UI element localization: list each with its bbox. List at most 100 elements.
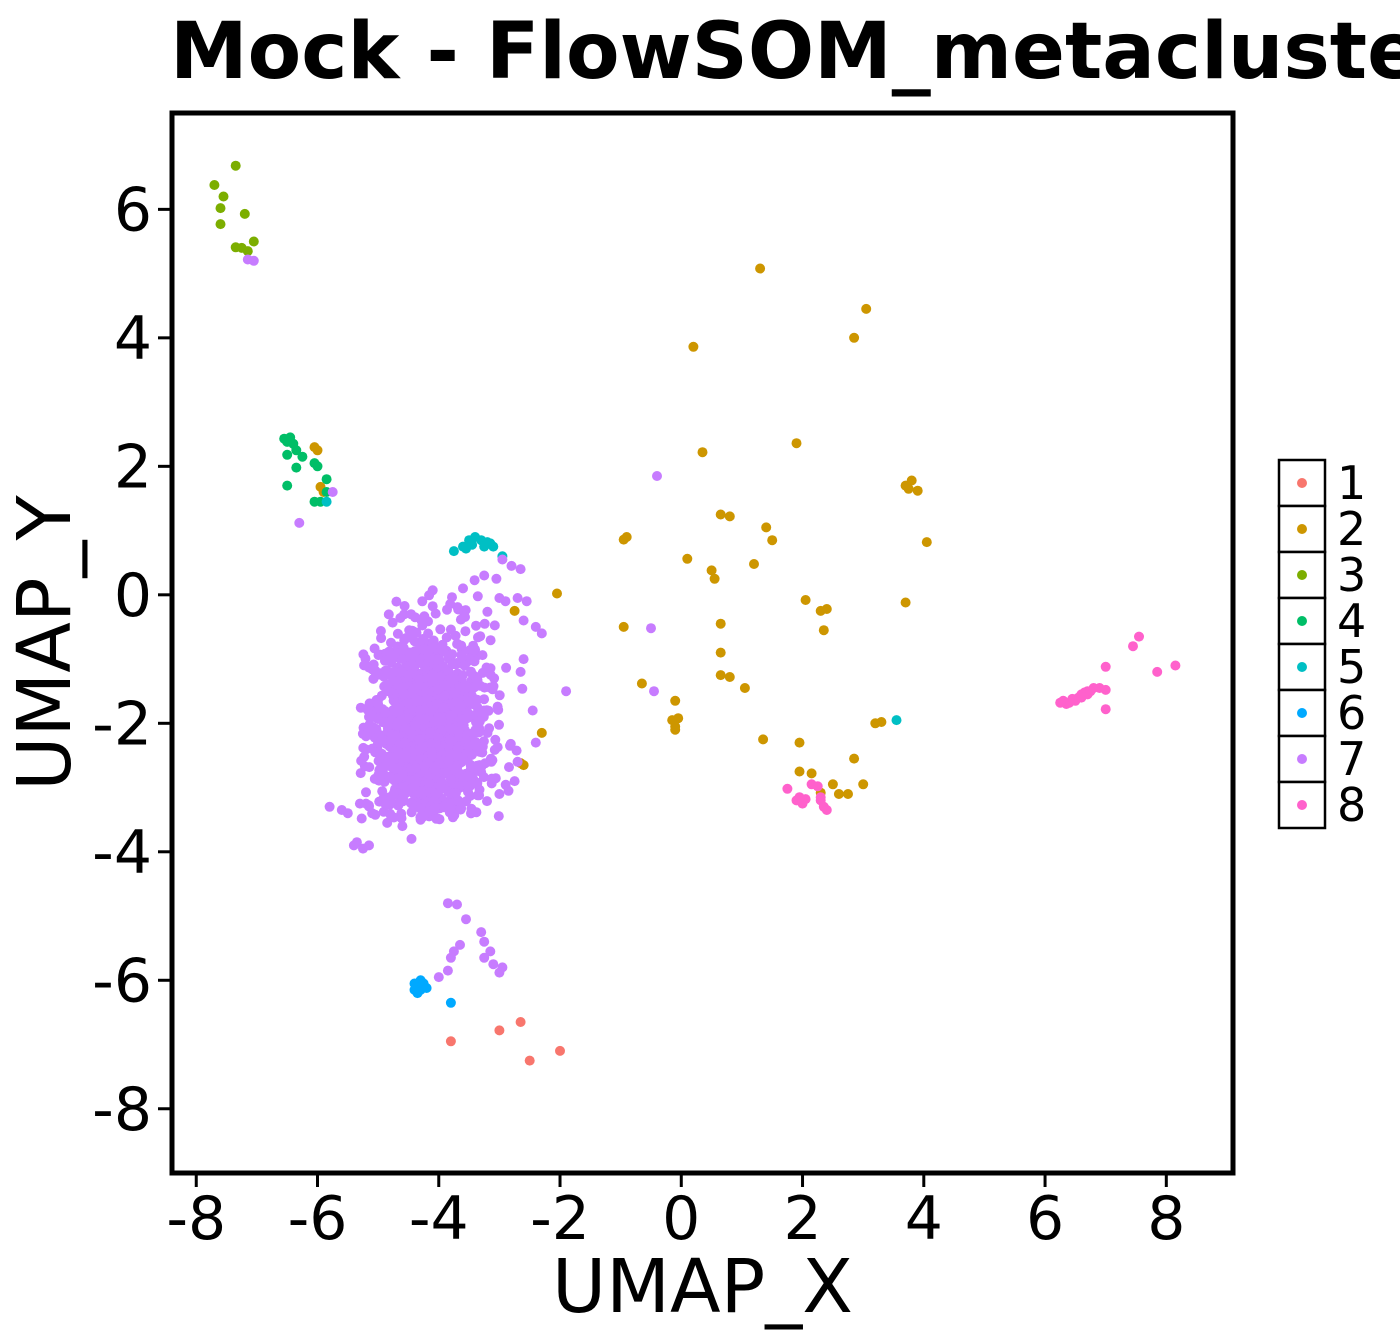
point-cluster-7 bbox=[403, 698, 414, 709]
point-cluster-7 bbox=[294, 517, 305, 528]
point-cluster-5 bbox=[321, 496, 332, 507]
point-cluster-4 bbox=[321, 474, 332, 485]
point-cluster-4 bbox=[282, 436, 293, 447]
point-cluster-7 bbox=[456, 674, 467, 685]
point-cluster-7 bbox=[485, 946, 496, 957]
point-cluster-2 bbox=[794, 766, 805, 777]
point-cluster-7 bbox=[399, 601, 410, 611]
point-cluster-3 bbox=[215, 203, 226, 214]
point-cluster-2 bbox=[833, 789, 844, 799]
point-cluster-7 bbox=[387, 617, 398, 628]
point-cluster-2 bbox=[858, 779, 869, 790]
point-cluster-1 bbox=[524, 1055, 535, 1066]
point-cluster-7 bbox=[417, 596, 428, 607]
point-cluster-7 bbox=[466, 808, 476, 819]
point-cluster-7 bbox=[432, 813, 443, 824]
legend-swatch-2 bbox=[1297, 524, 1307, 534]
point-cluster-7 bbox=[456, 802, 466, 813]
legend-label-6: 6 bbox=[1337, 686, 1366, 740]
point-cluster-7 bbox=[472, 591, 483, 602]
point-cluster-2 bbox=[724, 672, 735, 682]
point-cluster-7 bbox=[410, 775, 421, 786]
point-cluster-7 bbox=[455, 939, 465, 950]
point-cluster-7 bbox=[427, 669, 438, 680]
point-cluster-2 bbox=[818, 625, 829, 636]
point-cluster-7 bbox=[425, 738, 436, 749]
point-cluster-8 bbox=[1100, 704, 1111, 715]
point-cluster-7 bbox=[475, 631, 486, 642]
point-cluster-3 bbox=[209, 180, 220, 190]
point-cluster-7 bbox=[367, 808, 378, 819]
point-cluster-7 bbox=[479, 952, 490, 963]
point-cluster-2 bbox=[921, 537, 932, 548]
point-cluster-8 bbox=[782, 783, 793, 794]
point-cluster-7 bbox=[450, 788, 461, 799]
point-cluster-7 bbox=[361, 731, 371, 742]
point-cluster-7 bbox=[395, 715, 406, 726]
point-cluster-3 bbox=[239, 208, 250, 219]
point-cluster-7 bbox=[506, 560, 517, 571]
point-cluster-1 bbox=[494, 1025, 505, 1036]
point-cluster-2 bbox=[791, 438, 802, 449]
point-cluster-2 bbox=[618, 621, 629, 632]
point-cluster-7 bbox=[433, 712, 444, 723]
point-cluster-7 bbox=[476, 927, 487, 938]
point-cluster-7 bbox=[445, 952, 456, 963]
point-cluster-7 bbox=[418, 644, 429, 655]
point-cluster-7 bbox=[415, 803, 426, 814]
point-cluster-2 bbox=[636, 678, 647, 689]
point-cluster-7 bbox=[490, 734, 501, 745]
point-cluster-7 bbox=[399, 689, 410, 700]
point-cluster-7 bbox=[493, 811, 504, 822]
point-cluster-2 bbox=[849, 753, 860, 764]
chart-title: Mock - FlowSOM_metaclusters bbox=[170, 7, 1400, 97]
point-cluster-7 bbox=[463, 696, 474, 707]
point-cluster-7 bbox=[530, 737, 541, 748]
point-cluster-2 bbox=[906, 475, 917, 486]
point-cluster-7 bbox=[397, 769, 408, 780]
point-cluster-2 bbox=[715, 509, 726, 520]
point-cluster-7 bbox=[439, 690, 450, 701]
point-cluster-8 bbox=[1055, 697, 1066, 708]
point-cluster-2 bbox=[715, 670, 726, 681]
point-cluster-7 bbox=[386, 637, 396, 648]
point-cluster-8 bbox=[821, 805, 832, 815]
point-cluster-2 bbox=[903, 483, 914, 494]
point-cluster-7 bbox=[521, 596, 532, 607]
point-cluster-8 bbox=[815, 792, 826, 803]
x-tick-label: 0 bbox=[662, 1184, 700, 1254]
point-cluster-2 bbox=[309, 442, 320, 453]
point-cluster-7 bbox=[361, 798, 371, 809]
point-cluster-2 bbox=[755, 263, 766, 274]
point-cluster-2 bbox=[806, 768, 817, 779]
point-cluster-7 bbox=[471, 620, 481, 631]
point-cluster-7 bbox=[348, 840, 359, 851]
point-cluster-7 bbox=[462, 707, 473, 718]
point-cluster-5 bbox=[488, 541, 499, 552]
point-cluster-7 bbox=[373, 699, 384, 709]
point-cluster-7 bbox=[527, 705, 538, 716]
point-cluster-7 bbox=[385, 808, 396, 819]
point-cluster-7 bbox=[382, 817, 393, 828]
point-cluster-7 bbox=[381, 799, 392, 810]
point-cluster-7 bbox=[390, 763, 401, 774]
legend-label-2: 2 bbox=[1337, 502, 1366, 556]
point-cluster-7 bbox=[394, 796, 405, 807]
point-cluster-3 bbox=[230, 160, 241, 171]
point-cluster-2 bbox=[767, 535, 778, 546]
point-cluster-7 bbox=[407, 627, 418, 638]
point-cluster-2 bbox=[688, 341, 699, 352]
x-tick-label: 4 bbox=[905, 1184, 943, 1254]
point-cluster-8 bbox=[1170, 660, 1181, 671]
point-cluster-7 bbox=[652, 471, 662, 481]
x-tick-label: -6 bbox=[288, 1184, 348, 1254]
point-cluster-7 bbox=[424, 590, 435, 601]
point-cluster-7 bbox=[435, 671, 446, 682]
point-cluster-7 bbox=[364, 698, 375, 709]
point-cluster-7 bbox=[460, 626, 471, 637]
point-cluster-7 bbox=[472, 675, 483, 685]
point-cluster-7 bbox=[402, 745, 413, 756]
point-cluster-2 bbox=[536, 727, 547, 738]
point-cluster-7 bbox=[468, 644, 479, 655]
